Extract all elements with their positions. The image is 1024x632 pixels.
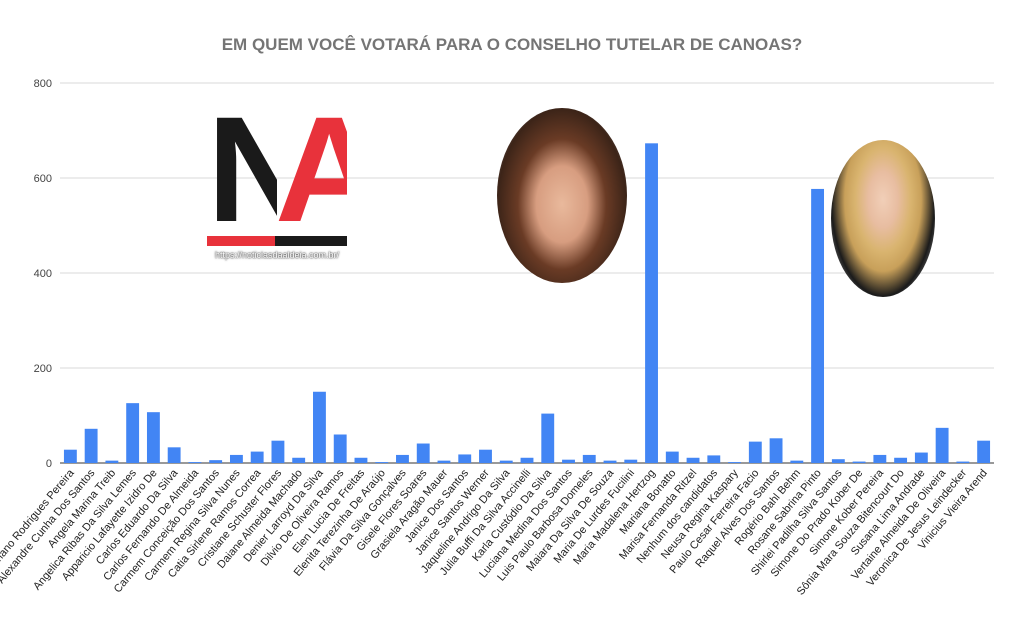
bar	[167, 447, 181, 463]
bar	[728, 462, 741, 463]
bar	[562, 459, 575, 463]
chart-title: EM QUEM VOCÊ VOTARÁ PARA O CONSELHO TUTE…	[222, 35, 803, 54]
bar	[624, 459, 638, 463]
bar	[375, 462, 389, 463]
bar	[437, 460, 451, 464]
logo-url: https://noticiasdaaldeia.com.br/	[214, 250, 340, 260]
bar	[105, 460, 119, 464]
bar	[188, 462, 202, 463]
bar	[811, 188, 825, 463]
bar	[852, 461, 866, 463]
bar	[873, 454, 887, 463]
logo-dark-stripe	[275, 236, 347, 246]
bar	[333, 434, 347, 463]
bar	[831, 459, 845, 463]
y-tick-label: 600	[34, 173, 52, 185]
y-tick-label: 0	[46, 458, 52, 470]
y-tick-label: 200	[34, 363, 52, 375]
bar	[707, 455, 721, 463]
bar	[458, 454, 472, 463]
logo-letter-a: A	[275, 106, 347, 232]
bar	[790, 460, 804, 464]
y-axis-tick-labels: 0 200 400 600 800	[34, 78, 52, 470]
y-tick-label: 400	[34, 268, 52, 280]
candidate-photo-left	[497, 108, 627, 283]
bar	[541, 413, 555, 463]
bar	[603, 460, 617, 464]
bar	[292, 457, 306, 463]
bar	[935, 427, 949, 463]
bar	[748, 441, 762, 464]
bars	[63, 143, 991, 464]
bar	[520, 457, 534, 463]
bar	[84, 428, 98, 463]
bar	[769, 438, 783, 463]
bar	[146, 412, 160, 463]
bar	[645, 143, 658, 463]
bar	[396, 454, 409, 463]
noticias-da-aldeia-logo: N A https://noticiasdaaldeia.com.br/	[207, 106, 347, 266]
bar	[354, 457, 368, 463]
bar	[665, 451, 679, 463]
bar	[229, 454, 243, 463]
logo-red-stripe	[207, 236, 275, 246]
bar	[416, 443, 430, 463]
bar	[914, 452, 928, 463]
bar	[313, 391, 326, 463]
bar	[977, 440, 991, 463]
bar	[126, 403, 140, 463]
bar	[499, 460, 513, 464]
bar	[271, 440, 285, 463]
bar	[63, 449, 77, 463]
candidate-photo-right	[831, 140, 935, 297]
bar	[250, 451, 264, 463]
y-tick-label: 800	[34, 78, 52, 90]
bar	[686, 457, 700, 463]
bar	[894, 457, 908, 463]
bar	[209, 460, 223, 463]
logo-letter-n: N	[207, 106, 277, 232]
bar	[479, 449, 492, 463]
bar	[582, 454, 596, 463]
bar	[956, 461, 970, 463]
